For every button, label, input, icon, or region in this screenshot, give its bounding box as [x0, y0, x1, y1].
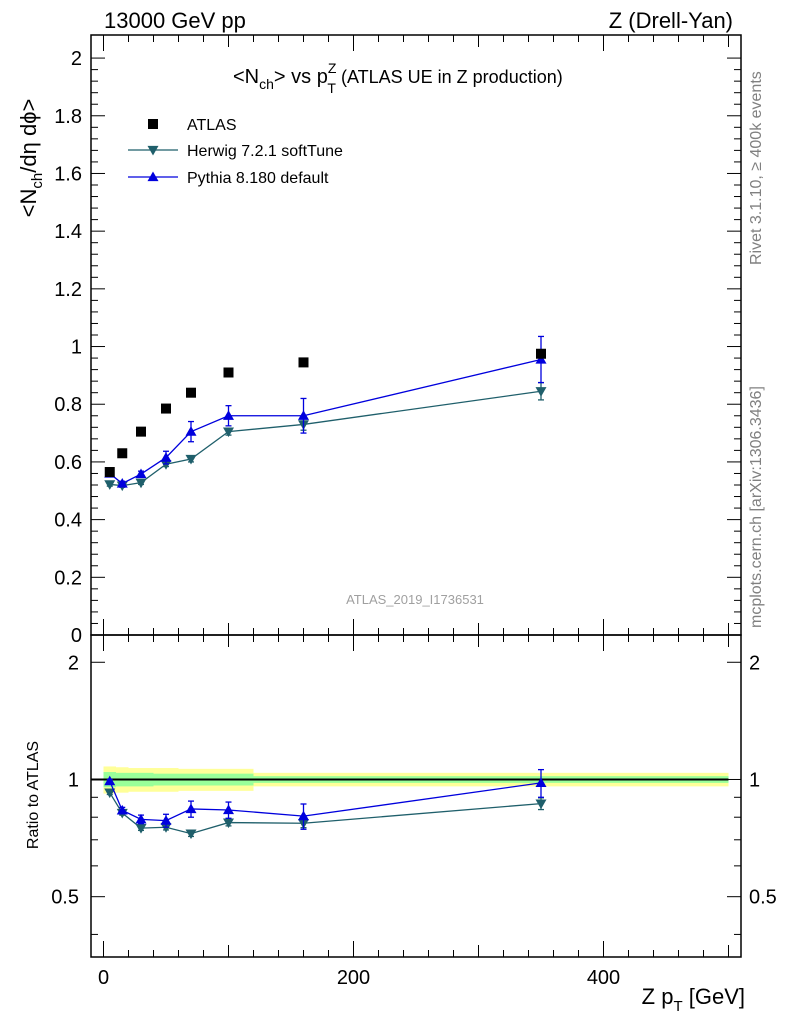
ratio-ytick-label-left: 0.5	[51, 887, 79, 909]
main-herwig-point	[135, 478, 147, 489]
main-pythia-point	[298, 410, 309, 420]
xlabel-a: Z p	[642, 984, 674, 1009]
title-tail: (ATLAS UE in Z production)	[336, 67, 563, 87]
ratio-herwig-point	[104, 788, 116, 799]
rivet-label: Rivet 3.1.10, ≥ 400k events	[748, 71, 765, 265]
ratio-ytick-label-right: 2	[749, 652, 760, 674]
ratio-herwig-point	[535, 799, 547, 810]
ratio-ytick-label-left: 2	[68, 652, 79, 674]
main-ytick-label: 0.8	[54, 394, 82, 416]
ratio-herwig-point	[185, 829, 197, 840]
title-sub2: T	[327, 80, 336, 96]
xlabel-sub: T	[673, 998, 682, 1015]
ratio-herwig-point	[135, 823, 147, 834]
main-ytick-label: 0.4	[54, 510, 82, 532]
ratio-pythia-point	[104, 775, 116, 786]
main-pythia-point	[160, 452, 172, 462]
ratio-ylabel: Ratio to ATLAS	[25, 741, 42, 849]
main-ytick-label: 2	[71, 48, 82, 70]
ratio-pythia-point	[135, 813, 147, 824]
main-atlas-point	[104, 467, 115, 478]
main-axes: 0 0.2 0.4 0.6 0.8 1 1.2 1.4 1.6 1.8 2	[54, 34, 742, 647]
ratio-pythia-point	[535, 777, 547, 788]
ratio-pythia-point	[223, 804, 234, 815]
main-atlas-point	[536, 348, 546, 359]
ratio-ytick-label-right: 1	[749, 769, 760, 791]
main-atlas-point	[298, 357, 309, 368]
ratio-pythia-point	[116, 804, 128, 815]
title-main: <N	[233, 66, 259, 88]
main-herwig-point	[535, 387, 547, 397]
main-pythia-point	[116, 478, 128, 488]
main-atlas-point	[161, 403, 171, 414]
main-atlas-point	[223, 367, 234, 378]
analysis-id: ATLAS_2019_I1736531	[346, 592, 484, 607]
main-ytick-label: 1.4	[54, 221, 82, 243]
main-title: <Nch> vs pZ T (ATLAS UE in Z production)	[233, 60, 563, 96]
main-pythia-point	[223, 410, 234, 420]
main-pythia-point	[535, 354, 547, 364]
main-ylabel-a: <N	[16, 189, 41, 218]
ratio-pythia-point	[160, 815, 172, 825]
title-sub1: ch	[259, 76, 274, 92]
ratio-ytick-label-right: 0.5	[749, 887, 777, 909]
main-atlas-point	[117, 448, 128, 459]
ratio-pythia-point	[185, 803, 197, 814]
main-atlas-point	[136, 426, 146, 437]
ratio-herwig-line	[109, 792, 542, 835]
main-ylabel: <Nch/dη dϕ>	[16, 99, 46, 218]
ratio-herwig-point	[223, 818, 234, 829]
mcplots-label: mcplots.cern.ch [arXiv:1306.3436]	[748, 386, 765, 628]
main-herwig-point	[160, 460, 172, 470]
main-ytick-label: 1.6	[54, 163, 82, 185]
main-pythia-point	[135, 468, 147, 479]
ratio-xtick-label: 200	[337, 967, 370, 989]
ratio-xtick-label: 400	[587, 967, 620, 989]
xlabel-b: [GeV]	[683, 984, 745, 1009]
main-ytick-label: 1.8	[54, 106, 82, 128]
main-herwig-point	[223, 427, 234, 438]
ratio-herwig-point	[160, 823, 172, 833]
main-ylabel-sub: ch	[29, 173, 46, 189]
header-right: Z (Drell-Yan)	[609, 8, 733, 33]
legend-marker	[147, 145, 159, 156]
legend: ATLAS Herwig 7.2.1 softTune Pythia 8.180 d…	[128, 117, 343, 187]
main-herwig-point	[185, 454, 197, 465]
ratio-xtick-label: 0	[98, 967, 109, 989]
legend-label: Pythia 8.180 default	[187, 170, 329, 187]
ratio-axes: 0 200 400 0.5 0.5 1 1 2 2	[51, 634, 777, 989]
ratio-ytick-label-left: 1	[68, 769, 79, 791]
legend-label: ATLAS	[187, 117, 237, 134]
ratio-xlabel: Z pT [GeV]	[642, 984, 745, 1015]
title-mid: > vs p	[274, 66, 328, 88]
main-ytick-label: 1	[71, 337, 82, 359]
ratio-series	[104, 768, 547, 840]
main-ytick-label: 0	[71, 625, 82, 647]
main-ytick-label: 0.2	[54, 567, 82, 589]
main-ylabel-b: /dη dϕ>	[16, 99, 41, 173]
main-ytick-label: 1.2	[54, 279, 82, 301]
legend-marker	[148, 119, 158, 129]
main-series	[104, 335, 547, 492]
main-ytick-label: 0.6	[54, 452, 82, 474]
main-pythia-line	[109, 358, 542, 485]
ratio-pythia-point	[298, 810, 309, 821]
legend-label: Herwig 7.2.1 softTune	[187, 143, 343, 160]
legend-marker	[147, 171, 159, 182]
main-atlas-point	[186, 387, 196, 398]
header-left: 13000 GeV pp	[104, 8, 246, 33]
title-sup: Z	[328, 60, 337, 76]
main-herwig-point	[104, 480, 116, 490]
main-pythia-point	[185, 426, 197, 436]
ratio-frame	[90, 634, 742, 958]
